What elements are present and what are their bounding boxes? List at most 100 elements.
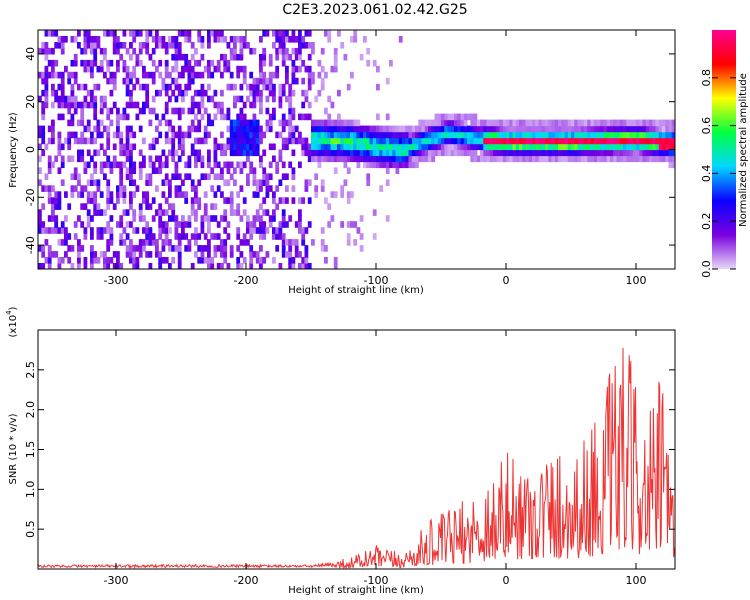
heatmap-cell	[229, 251, 234, 258]
heatmap-cell	[164, 42, 169, 49]
heatmap-cell	[83, 95, 88, 103]
heatmap-cell	[60, 42, 65, 49]
heatmap-cell	[220, 143, 224, 151]
heatmap-cell	[489, 155, 494, 163]
heatmap-cell	[200, 215, 205, 222]
heatmap-cell	[239, 161, 244, 169]
heatmap-cell	[424, 143, 429, 151]
heatmap-cell	[200, 251, 205, 258]
heatmap-cell	[207, 59, 211, 67]
heatmap-cell	[476, 143, 481, 151]
heatmap-cell	[606, 137, 611, 145]
heatmap-cell	[470, 143, 475, 151]
heatmap-cell	[112, 47, 117, 55]
heatmap-cell	[480, 155, 484, 163]
heatmap-cell	[44, 89, 49, 97]
heatmap-cell	[168, 215, 172, 222]
heatmap-cell	[369, 149, 374, 157]
heatmap-cell	[47, 47, 52, 55]
heatmap-cell	[590, 143, 595, 151]
heatmap-cell	[125, 47, 130, 55]
heatmap-cell	[125, 83, 130, 91]
heatmap-cell	[421, 119, 426, 127]
heatmap-cell	[187, 221, 192, 228]
heatmap-cell	[77, 179, 81, 186]
heatmap-cell	[324, 257, 328, 264]
heatmap-cell	[567, 137, 572, 145]
heatmap-cell	[398, 36, 403, 43]
heatmap-cell	[67, 203, 72, 210]
heatmap-cell	[177, 239, 182, 246]
heatmap-cell	[255, 95, 260, 103]
heatmap-cell	[184, 65, 189, 73]
heatmap-cell	[171, 137, 176, 145]
heatmap-cell	[281, 30, 286, 37]
heatmap-cell	[142, 137, 146, 145]
heatmap-cell	[148, 227, 153, 234]
heatmap-cell	[119, 191, 124, 198]
heatmap-cell	[148, 161, 153, 169]
heatmap-cell	[629, 137, 634, 145]
heatmap-cell	[262, 53, 267, 61]
heatmap-cell	[54, 30, 59, 37]
heatmap-cell	[207, 30, 211, 37]
heatmap-cell	[252, 89, 257, 97]
heatmap-cell	[210, 59, 215, 67]
heatmap-cell	[41, 77, 46, 85]
heatmap-cell	[99, 227, 104, 234]
heatmap-cell	[83, 36, 88, 43]
heatmap-cell	[83, 167, 88, 174]
heatmap-cell	[119, 239, 124, 246]
heatmap-cell	[226, 137, 231, 145]
heatmap-cell	[177, 245, 182, 252]
heatmap-cell	[574, 125, 579, 133]
heatmap-cell	[434, 119, 439, 127]
heatmap-cell	[333, 143, 338, 151]
heatmap-cell	[441, 125, 445, 133]
heatmap-cell	[194, 209, 198, 216]
heatmap-cell	[281, 119, 286, 127]
heatmap-cell	[626, 143, 631, 151]
heatmap-cell	[639, 149, 644, 157]
heatmap-cell	[317, 143, 322, 151]
heatmap-cell	[519, 149, 523, 157]
heatmap-cell	[174, 53, 179, 61]
heatmap-cell	[51, 185, 55, 192]
heatmap-cell	[275, 185, 280, 192]
heatmap-cell	[259, 185, 263, 192]
heatmap-cell	[545, 149, 549, 157]
heatmap-cell	[197, 137, 202, 145]
heatmap-cell	[86, 65, 91, 73]
heatmap-cell	[116, 257, 120, 264]
heatmap-cell	[90, 245, 94, 252]
x-tick-label: -300	[104, 574, 129, 587]
heatmap-cell	[418, 131, 423, 139]
heatmap-cell	[265, 251, 270, 258]
heatmap-cell	[340, 191, 345, 198]
heatmap-cell	[223, 149, 228, 157]
heatmap-cell	[164, 59, 169, 67]
heatmap-cell	[90, 173, 94, 180]
heatmap-cell	[161, 257, 166, 264]
heatmap-cell	[145, 197, 150, 204]
heatmap-cell	[366, 143, 371, 151]
heatmap-cell	[668, 131, 673, 139]
heatmap-cell	[177, 155, 182, 163]
heatmap-cell	[252, 173, 257, 180]
heatmap-cell	[268, 119, 273, 127]
heatmap-cell	[294, 47, 299, 55]
heatmap-cell	[363, 137, 367, 145]
heatmap-cell	[93, 95, 98, 103]
heatmap-cell	[632, 149, 637, 157]
heatmap-cell	[333, 59, 338, 67]
heatmap-cell	[493, 137, 497, 145]
heatmap-cell	[294, 53, 299, 61]
heatmap-cell	[538, 131, 543, 139]
heatmap-cell	[298, 263, 302, 269]
heatmap-cell	[109, 233, 114, 240]
heatmap-cell	[99, 119, 104, 127]
heatmap-cell	[353, 36, 358, 43]
heatmap-cell	[106, 203, 111, 210]
heatmap-cell	[129, 161, 133, 169]
heatmap-cell	[77, 149, 81, 157]
